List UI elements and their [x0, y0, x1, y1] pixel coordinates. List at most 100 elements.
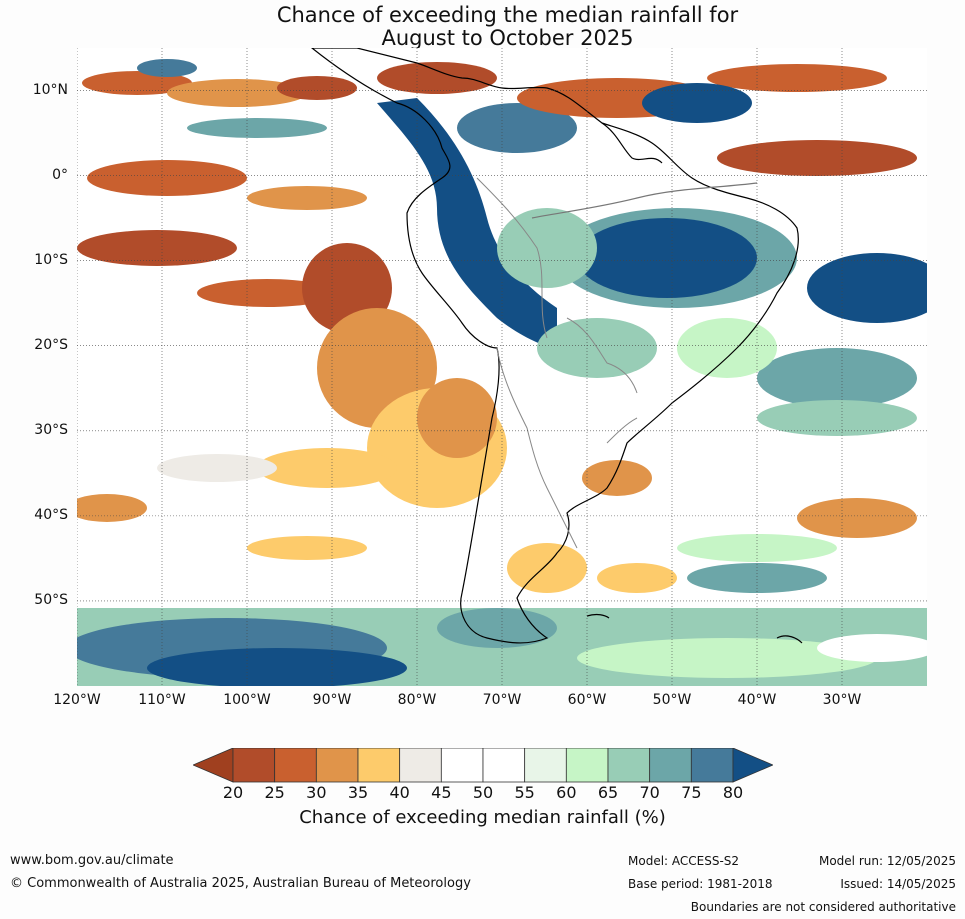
colorbar-tick-label: 50	[472, 783, 494, 802]
field-wet-patch	[147, 648, 407, 686]
longitude-label: 110°W	[138, 692, 186, 708]
colorbar-cell	[357, 748, 401, 783]
latitude-label: 20°S	[34, 336, 68, 353]
field-dry-patch	[797, 498, 917, 538]
field-dry-patch	[77, 230, 237, 266]
border	[496, 347, 578, 549]
longitude-label: 100°W	[223, 692, 271, 708]
border	[476, 177, 548, 339]
field-wet-patch	[137, 59, 197, 77]
latitude-label: 40°S	[34, 506, 68, 523]
colorbar-tick-label: 65	[597, 783, 619, 802]
longitude-label: 60°W	[567, 692, 607, 708]
colorbar-cell	[565, 748, 609, 783]
field-wet-patch	[677, 318, 777, 378]
colorbar-cell	[482, 748, 526, 783]
map-title: Chance of exceeding the median rainfall …	[0, 4, 965, 50]
title-line-2: August to October 2025	[381, 26, 634, 50]
title-line-1: Chance of exceeding the median rainfall …	[276, 3, 739, 27]
colorbar-tick-label: 80	[722, 783, 744, 802]
model-name: Model: ACCESS-S2	[628, 854, 740, 868]
field-dry-patch	[417, 378, 497, 458]
field-dry-patch	[87, 160, 247, 196]
longitude-label: 50°W	[652, 692, 692, 708]
field-neutral-patch	[157, 454, 277, 482]
colorbar-cell	[315, 748, 359, 783]
latitude-label: 30°S	[34, 421, 68, 438]
latitude-label: 10°N	[32, 81, 68, 98]
base-period: Base period: 1981-2018	[628, 877, 773, 891]
colorbar-cell	[649, 748, 692, 783]
colorbar-cell	[690, 748, 734, 783]
longitude-label: 70°W	[482, 692, 522, 708]
field-dry-patch	[167, 79, 307, 107]
field-wet-patch	[677, 534, 837, 562]
field-dry-patch	[582, 460, 652, 496]
field-dry-patch	[247, 186, 367, 210]
field-dry-patch	[597, 563, 677, 593]
website-link[interactable]: www.bom.gov.au/climate	[10, 853, 174, 868]
colorbar-tick-label: 60	[556, 783, 577, 802]
model-run-date: Model run: 12/05/2025	[818, 854, 956, 868]
colorbar-tick-label: 25	[264, 783, 285, 802]
colorbar-extend-low	[193, 748, 234, 783]
longitude-label: 120°W	[53, 692, 101, 708]
coastline-detail	[601, 122, 663, 164]
map-canvas	[77, 48, 927, 686]
colorbar	[193, 748, 773, 783]
field-wet-patch	[687, 563, 827, 593]
colorbar-cell	[232, 748, 276, 783]
field-wet-patch	[187, 118, 327, 138]
rainfall-field	[77, 59, 927, 686]
issued-date: Issued: 14/05/2025	[840, 877, 956, 891]
latitude-label: 50°S	[34, 591, 68, 608]
latitude-label: 0°	[52, 166, 68, 183]
field-dry-patch	[507, 543, 587, 593]
amazon-border	[531, 182, 758, 219]
field-dry-patch	[277, 76, 357, 100]
field-wet-patch	[377, 98, 557, 348]
colorbar-tick-label: 30	[306, 783, 327, 802]
colorbar-cell	[274, 748, 317, 783]
colorbar-label: Chance of exceeding median rainfall (%)	[299, 807, 666, 828]
rainfall-map	[77, 48, 927, 686]
boundaries-disclaimer: Boundaries are not considered authoritat…	[690, 900, 956, 914]
field-dry-patch	[717, 140, 917, 176]
field-dry-patch	[77, 494, 147, 522]
field-dry-patch	[197, 279, 337, 307]
field-wet-patch	[807, 253, 927, 323]
colorbar-tick-label: 20	[222, 783, 244, 802]
colorbar-tick-label: 70	[639, 783, 660, 802]
gridlines	[77, 48, 927, 686]
field-dry-patch	[257, 448, 397, 488]
border	[606, 417, 638, 444]
field-wet-patch	[577, 218, 757, 298]
field-wet-patch	[642, 83, 752, 123]
longitude-label: 90°W	[312, 692, 352, 708]
country-borders	[476, 177, 638, 549]
field-wet-patch	[437, 608, 557, 648]
colorbar-tick-label: 35	[347, 783, 369, 802]
colorbar-cell	[524, 748, 567, 783]
falklands	[776, 635, 803, 644]
field-dry-patch	[82, 71, 192, 95]
colorbar-cell	[440, 748, 484, 783]
longitude-label: 80°W	[397, 692, 437, 708]
border	[566, 317, 638, 394]
colorbar-tick-label: 55	[514, 783, 535, 802]
copyright-text: © Commonwealth of Australia 2025, Austra…	[10, 876, 471, 891]
field-wet-patch	[577, 638, 877, 678]
field-dry-patch	[707, 64, 887, 92]
field-dry-patch	[377, 62, 497, 94]
colorbar-tick-label: 40	[389, 783, 410, 802]
field-wet-patch	[757, 348, 917, 408]
coastlines	[311, 48, 803, 644]
longitude-label: 40°W	[737, 692, 777, 708]
colorbar-tick-label: 75	[681, 783, 702, 802]
field-neutral-patch	[817, 634, 927, 662]
colorbar-extend-high	[732, 748, 773, 783]
field-wet-patch	[757, 400, 917, 436]
colorbar-cell	[399, 748, 442, 783]
colorbar-tick-label: 45	[431, 783, 452, 802]
longitude-label: 30°W	[822, 692, 862, 708]
